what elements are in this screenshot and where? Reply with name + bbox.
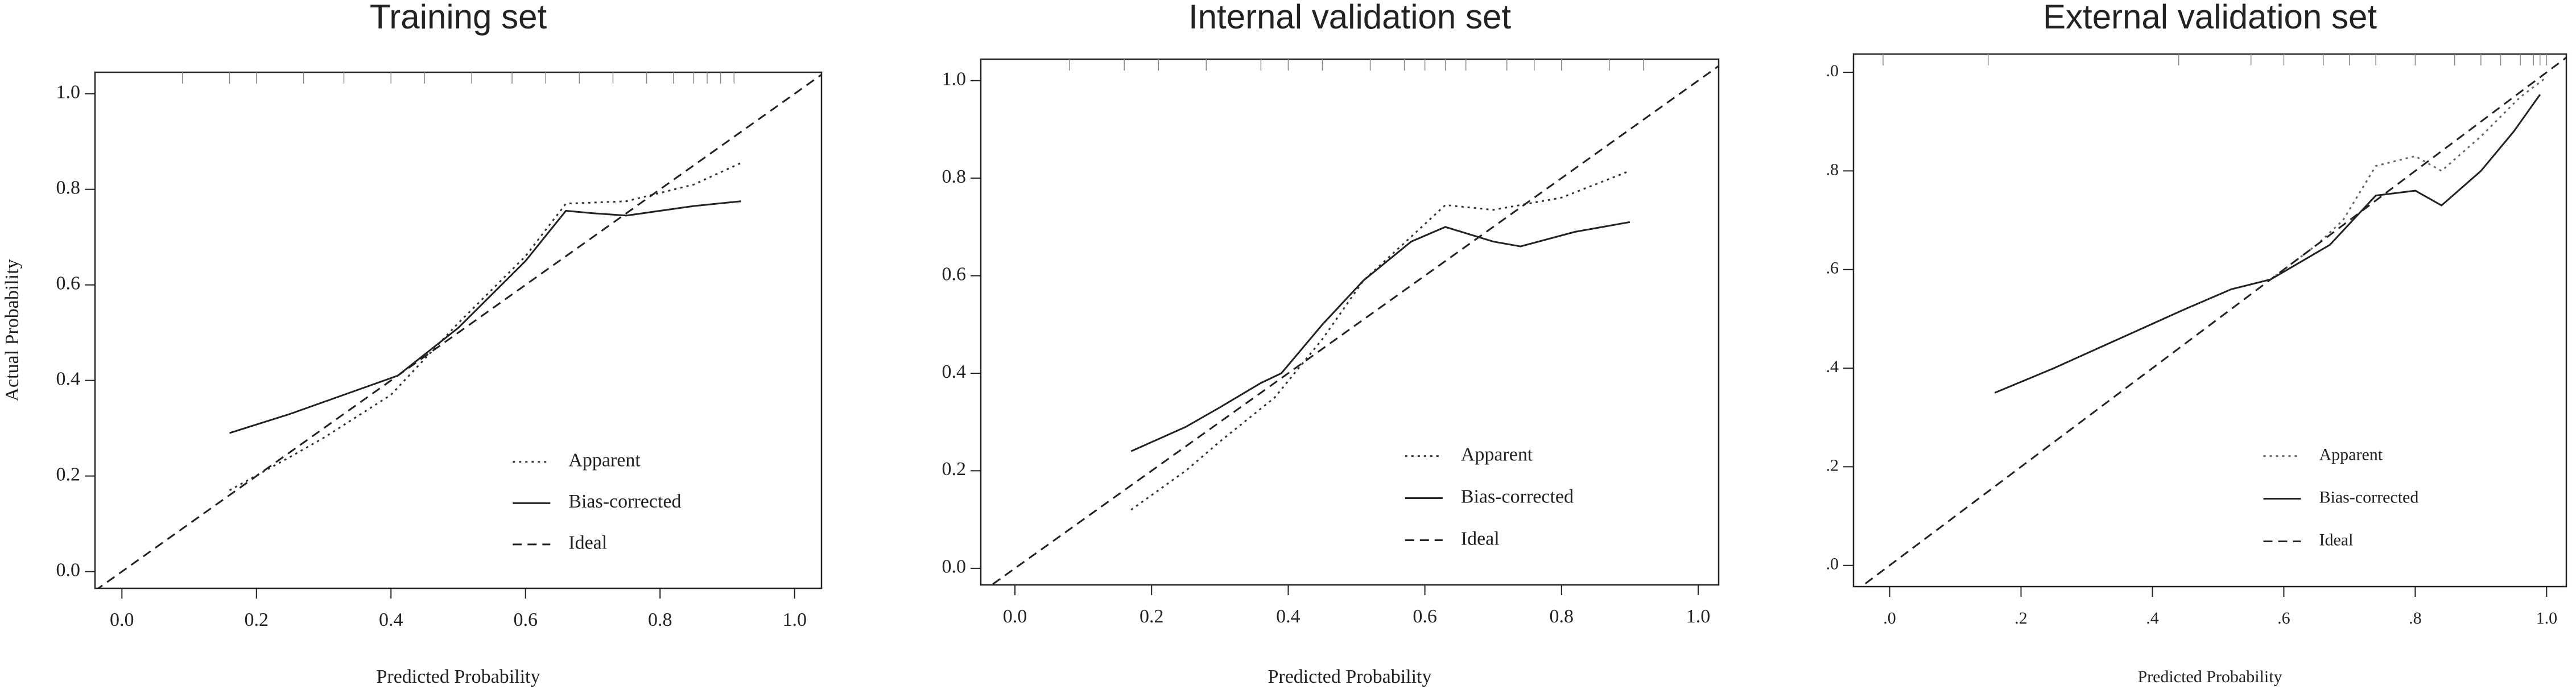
calibration-line — [229, 162, 741, 492]
x-tick-label: 1.0 — [782, 609, 807, 630]
x-tick-label: .2 — [2014, 609, 2028, 628]
legend-label: Bias-corrected — [568, 491, 681, 512]
y-tick-label: 0.6 — [942, 263, 967, 284]
y-tick-label: 0.2 — [56, 464, 81, 485]
x-tick-label: .6 — [2277, 609, 2290, 628]
panel: Internal validation set 0.0 0.2 0.4 0.6 0.8 1.… — [942, 0, 1720, 687]
panel: External validation set .0 .2 .4 .6 .8 1.0 .0 .2… — [1826, 0, 2567, 686]
x-tick-label: .0 — [1883, 609, 1896, 628]
y-tick-label: .0 — [1826, 555, 1839, 574]
legend-label: Bias-corrected — [2319, 488, 2418, 506]
x-tick-label: 1.0 — [1686, 606, 1711, 627]
legend-label: Ideal — [1461, 528, 1500, 549]
calibration-line — [1994, 94, 2541, 394]
calibration-line — [1130, 170, 1630, 511]
x-tick-label: 0.2 — [1140, 606, 1164, 627]
legend-label: Bias-corrected — [1461, 486, 1574, 507]
x-tick-label: 0.4 — [379, 609, 403, 630]
panel: Training set 0.0 0.2 0.4 0.6 0.8 1.0 0.0 0.2 0.4 0… — [2, 0, 823, 687]
calibration-line — [229, 200, 741, 434]
y-tick-label: .6 — [1826, 259, 1839, 278]
y-tick-label: 1.0 — [56, 82, 81, 103]
x-axis-label: Predicted Probability — [2137, 667, 2282, 686]
curves — [990, 65, 1719, 585]
y-tick-label: 0.8 — [942, 166, 967, 187]
curves — [97, 73, 821, 588]
plot-frame — [980, 58, 1720, 586]
calibration-line — [97, 73, 821, 588]
x-tick-label: 1.0 — [2536, 609, 2558, 628]
x-tick-label: 0.6 — [1413, 606, 1437, 627]
y-tick-label: .0 — [1826, 61, 1839, 80]
y-tick-label: 0.0 — [56, 559, 81, 580]
y-tick-label: 0.8 — [56, 178, 81, 199]
calibration-line — [2270, 76, 2548, 280]
y-tick-label: 0.2 — [942, 459, 967, 480]
calibration-line — [990, 65, 1719, 585]
plot-frame — [1852, 53, 2567, 588]
plot-frame — [94, 71, 823, 589]
y-tick-label: 1.0 — [942, 69, 967, 90]
legend-label: Ideal — [568, 533, 607, 554]
x-tick-label: 0.2 — [245, 609, 269, 630]
y-tick-label: 0.6 — [56, 273, 81, 294]
y-tick-label: .2 — [1826, 456, 1839, 475]
y-tick-label: .4 — [1826, 357, 1839, 376]
x-tick-label: 0.4 — [1276, 606, 1301, 627]
x-tick-label: 0.8 — [648, 609, 672, 630]
chart-title: External validation set — [2043, 0, 2377, 36]
calibration-line — [1860, 56, 2566, 587]
legend-label: Apparent — [2319, 446, 2383, 464]
x-tick-label: 0.6 — [513, 609, 538, 630]
y-tick-label: 0.4 — [56, 368, 81, 389]
chart-title: Internal validation set — [1188, 0, 1511, 36]
chart-title: Training set — [370, 0, 547, 36]
x-tick-label: 0.0 — [1003, 606, 1027, 627]
calibration-line — [1130, 221, 1630, 452]
y-tick-label: 0.4 — [942, 361, 967, 382]
legend-label: Ideal — [2319, 530, 2353, 549]
x-tick-label: 0.8 — [1550, 606, 1574, 627]
y-tick-label: 0.0 — [942, 556, 967, 578]
legend-label: Apparent — [568, 450, 641, 471]
x-axis-label: Predicted Probability — [1268, 666, 1431, 687]
x-tick-label: .8 — [2409, 609, 2422, 628]
x-axis-label: Predicted Probability — [376, 666, 540, 687]
x-tick-label: 0.0 — [110, 609, 134, 630]
curves — [1860, 56, 2566, 587]
y-tick-label: .8 — [1826, 160, 1839, 179]
legend-label: Apparent — [1461, 444, 1533, 465]
y-axis-label: Actual Probability — [2, 259, 23, 401]
x-tick-label: .4 — [2146, 609, 2159, 628]
